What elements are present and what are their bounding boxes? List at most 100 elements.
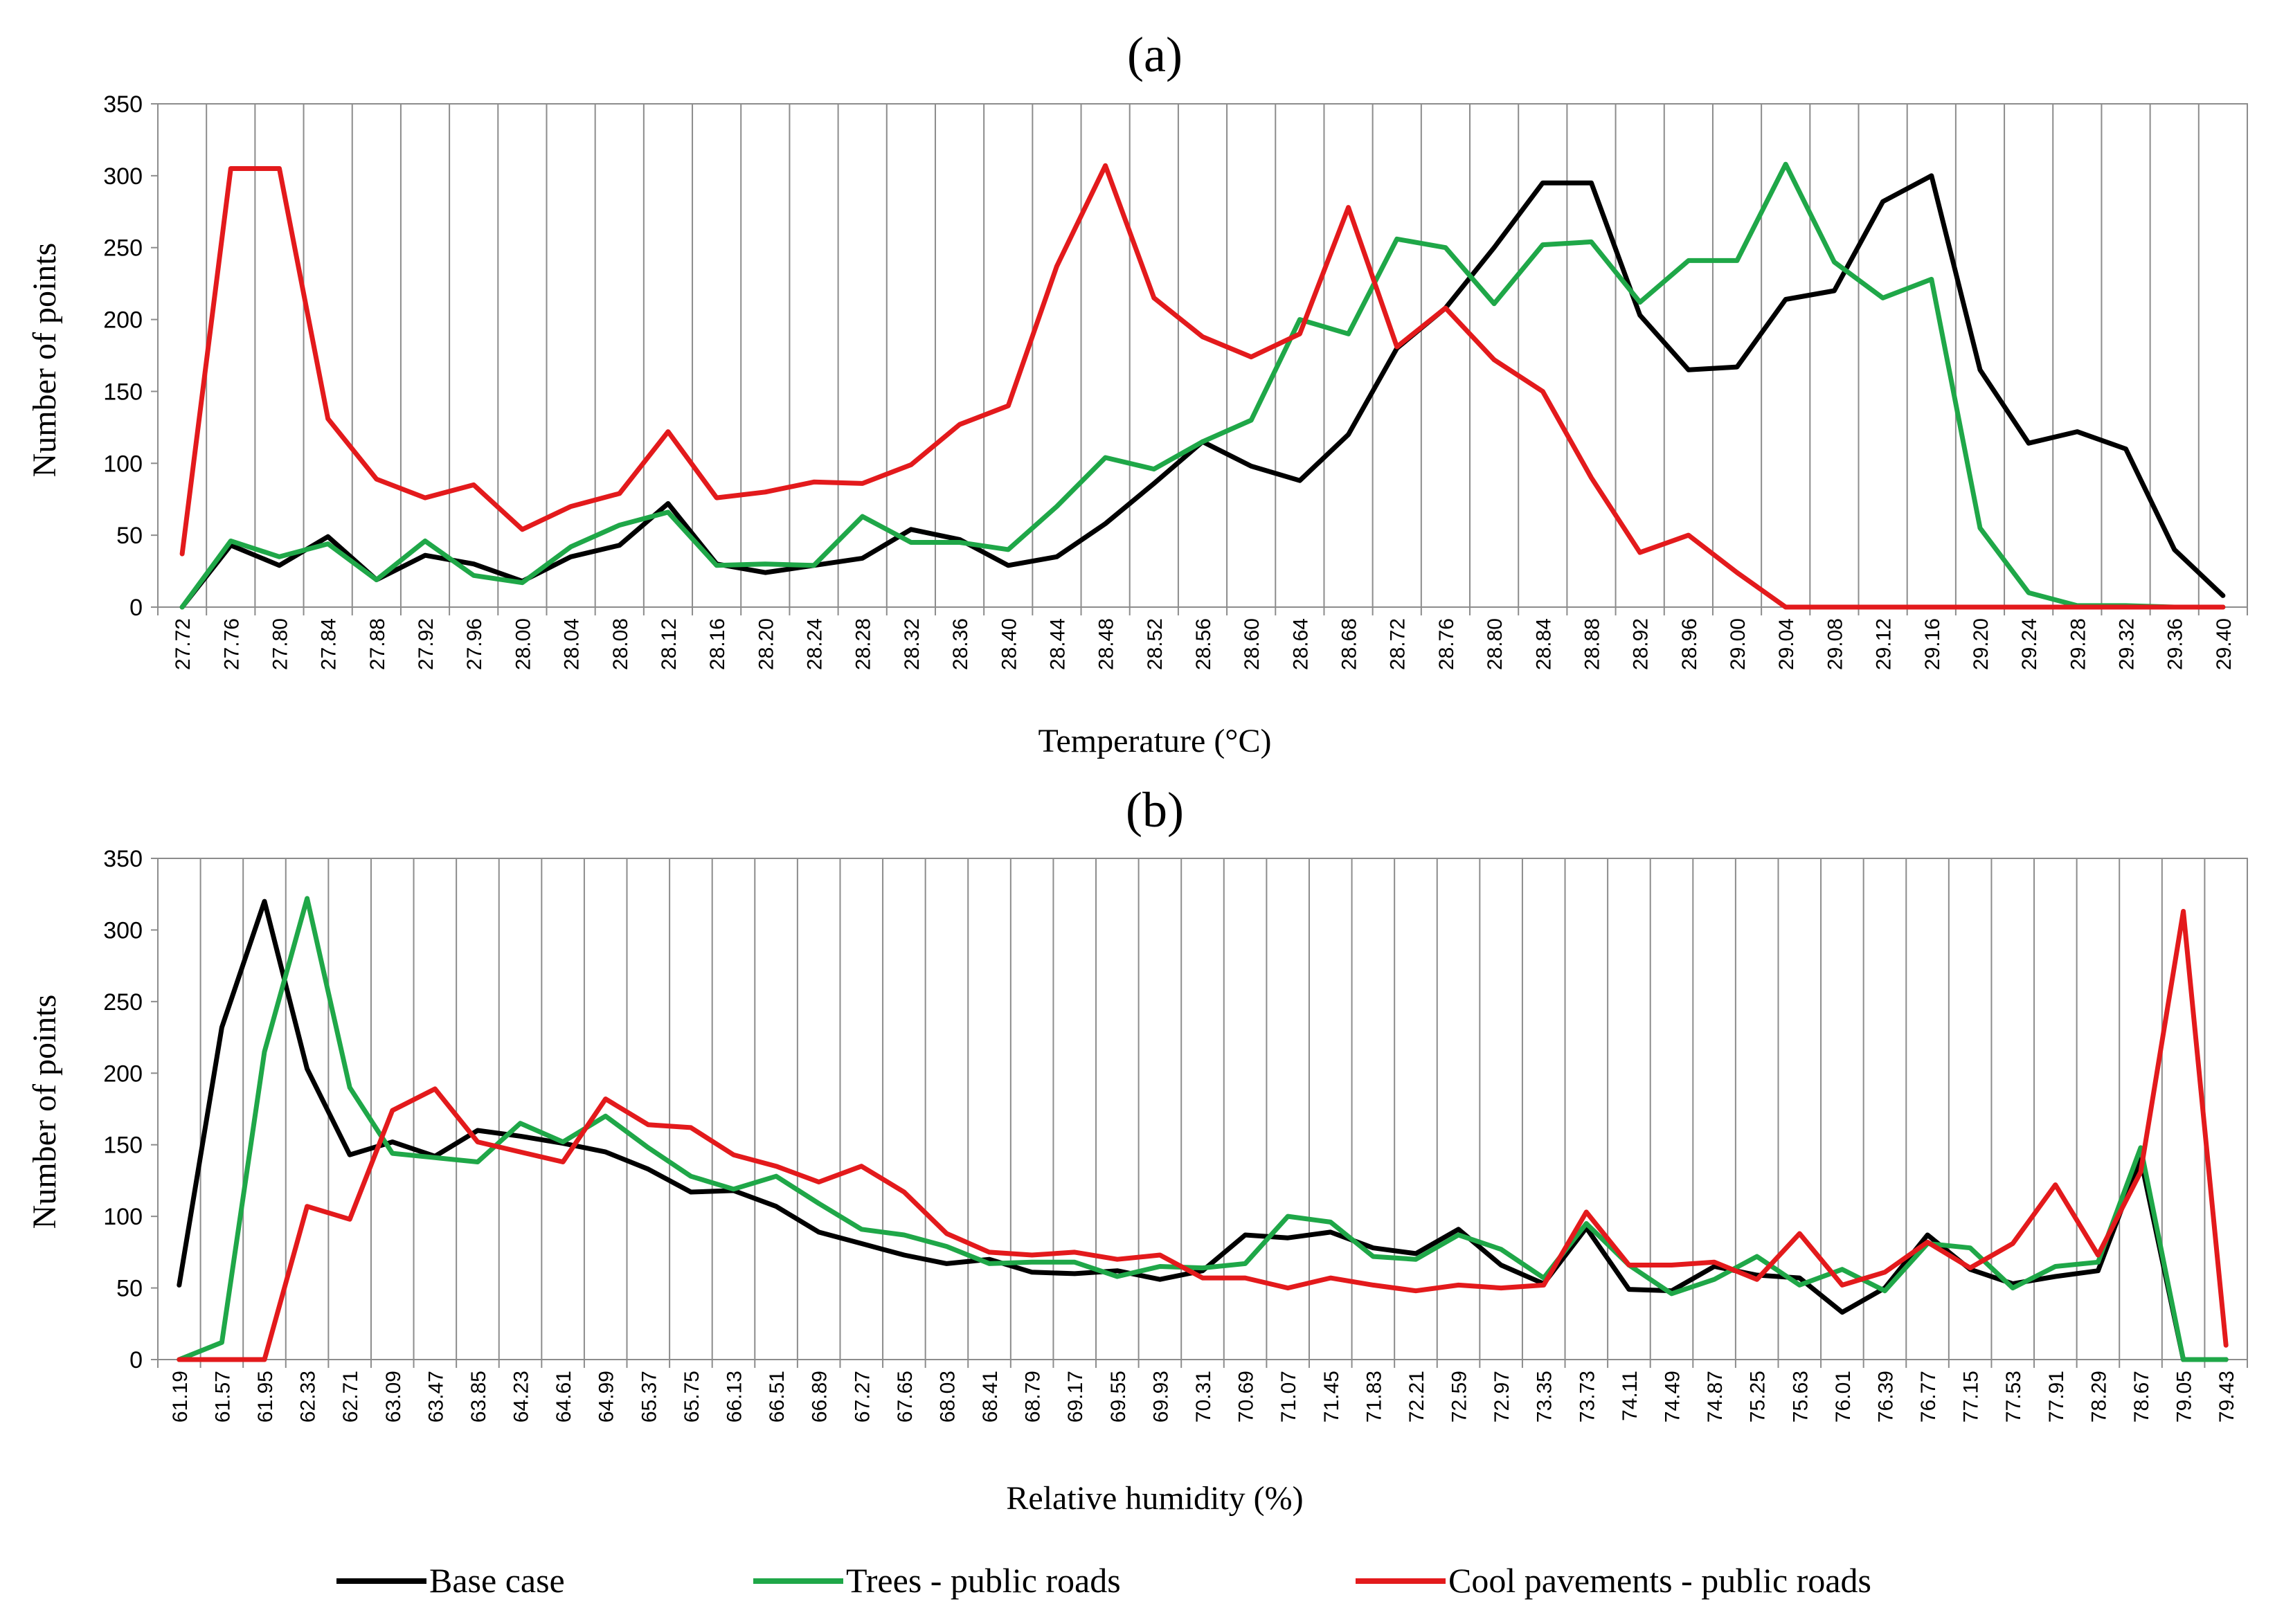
chart-b-x-tick-label: 79.05 <box>2173 1371 2196 1423</box>
chart-b-series <box>177 896 2229 1362</box>
chart-a-title: (a) <box>1127 27 1183 82</box>
chart-b-x-tick-label: 77.53 <box>2002 1371 2025 1423</box>
chart-b-x-tick-label: 65.37 <box>638 1371 660 1423</box>
chart-b-x-tick-label: 66.13 <box>723 1371 746 1423</box>
chart-a-x-tick-label: 28.44 <box>1046 618 1069 670</box>
chart-b-y-tick-label: 250 <box>103 989 143 1016</box>
chart-b-x-tick-label: 65.75 <box>681 1371 703 1423</box>
chart-a-x-tick-label: 28.60 <box>1241 618 1264 670</box>
chart-b-x-tick-label: 77.91 <box>2045 1371 2068 1423</box>
chart-a-x-tick-label: 28.80 <box>1484 618 1507 670</box>
chart-a-x-tick-label: 28.84 <box>1532 618 1555 670</box>
chart-b-x-tick-label: 66.89 <box>809 1371 831 1423</box>
chart-b-gridlines <box>151 858 2248 1368</box>
chart-a-x-tick-label: 29.40 <box>2213 618 2236 670</box>
chart-b-x-axis-label: Relative humidity (%) <box>1006 1480 1303 1517</box>
chart-a-x-tick-label: 29.16 <box>1921 618 1944 670</box>
chart-a-x-tick-label: 28.00 <box>512 618 534 670</box>
chart-a-x-tick-label: 28.96 <box>1678 618 1701 670</box>
chart-a-x-tick-label: 28.76 <box>1435 618 1458 670</box>
chart-a-y-tick-label: 100 <box>103 451 143 477</box>
chart-a-y-tick-label: 0 <box>129 595 143 621</box>
chart-a-x-tick-label: 29.08 <box>1824 618 1846 670</box>
chart-b-series-line-base-case <box>177 899 2229 1362</box>
chart-b-series-line-trees-public-roads <box>177 896 2229 1362</box>
chart-a-y-tick-label: 250 <box>103 235 143 262</box>
chart-a-series-line-trees-public-roads <box>179 161 2226 610</box>
chart-b-x-tick-label: 70.69 <box>1235 1371 1258 1423</box>
chart-b-title: (b) <box>1126 782 1184 838</box>
chart-b-x-tick-label: 61.57 <box>211 1371 234 1423</box>
chart-b-series-line-cool-pavements-public-roads <box>177 909 2229 1362</box>
chart-a-x-tick-label: 28.28 <box>852 618 875 670</box>
chart-b-x-tick-label: 73.35 <box>1534 1371 1556 1423</box>
chart-b-x-tick-label: 78.29 <box>2087 1371 2110 1423</box>
chart-b-x-tick-label: 62.33 <box>297 1371 320 1423</box>
chart-a-x-tick-label: 27.88 <box>366 618 389 670</box>
chart-b-x-tick-label: 76.01 <box>1832 1371 1855 1423</box>
chart-a-x-tick-label: 28.88 <box>1581 618 1603 670</box>
chart-b-x-tick-label: 76.77 <box>1917 1371 1940 1423</box>
chart-b-x-tick-label: 74.11 <box>1619 1371 1642 1421</box>
chart-a-x-tick-label: 27.84 <box>318 618 341 670</box>
chart-a-series-line-cool-pavements-public-roads <box>179 163 2226 610</box>
legend-label-cool-pavements: Cool pavements - public roads <box>1448 1561 1871 1600</box>
chart-a-x-tick-label: 29.04 <box>1775 618 1798 670</box>
chart-a-x-tick-label: 29.20 <box>1970 618 1993 670</box>
chart-b-x-tick-label: 74.87 <box>1704 1371 1727 1423</box>
chart-a-x-tick-label: 28.36 <box>949 618 972 670</box>
legend-label-trees: Trees - public roads <box>846 1561 1121 1600</box>
chart-a-y-tick-label: 350 <box>103 91 143 118</box>
chart-a-y-tick-label: 200 <box>103 307 143 334</box>
chart-b-x-tick-label: 70.31 <box>1192 1371 1215 1423</box>
chart-a-x-tick-label: 28.72 <box>1387 618 1410 670</box>
chart-b-x-tick-labels: 61.19 61.57 61.95 62.33 62.71 63.09 63.47 63.85… <box>169 1371 2238 1423</box>
chart-b-x-tick-label: 66.51 <box>766 1371 789 1423</box>
chart-b-x-tick-label: 75.63 <box>1789 1371 1812 1423</box>
legend: Base case Trees - public roads Cool pave… <box>336 1561 1871 1600</box>
chart-b-x-tick-label: 77.15 <box>1960 1371 1983 1423</box>
chart-b-plot-frame <box>157 858 2248 1360</box>
chart-b-y-tick-label: 150 <box>103 1133 143 1159</box>
chart-a-x-tick-label: 27.96 <box>463 618 486 670</box>
chart-a-series-line-base-case <box>179 173 2226 610</box>
chart-b-x-tick-label: 61.95 <box>254 1371 277 1423</box>
chart-a-x-tick-label: 28.24 <box>804 618 827 670</box>
chart-a-x-tick-label: 28.20 <box>755 618 777 670</box>
chart-a-x-tick-label: 28.16 <box>706 618 729 670</box>
chart-a-y-tick-label: 300 <box>103 163 143 190</box>
chart-a-y-axis-label: Number of points <box>26 243 63 478</box>
chart-b-x-tick-label: 62.71 <box>339 1371 362 1423</box>
chart-a-x-tick-label: 29.28 <box>2067 618 2089 670</box>
chart-a-y-tick-label: 50 <box>116 523 143 549</box>
chart-b-y-tick-label: 50 <box>116 1276 143 1302</box>
chart-a-x-tick-label: 28.40 <box>998 618 1020 670</box>
chart-b-x-tick-label: 63.85 <box>467 1371 490 1423</box>
chart-a-x-tick-label: 27.72 <box>172 618 195 670</box>
chart-a-x-tick-label: 28.04 <box>561 618 584 670</box>
legend-label-base-case: Base case <box>429 1561 565 1600</box>
chart-a-x-tick-label: 28.64 <box>1289 618 1312 670</box>
chart-a-x-tick-label: 28.48 <box>1095 618 1118 670</box>
chart-b-x-tick-label: 74.49 <box>1662 1371 1684 1423</box>
chart-a-x-tick-label: 28.68 <box>1338 618 1361 670</box>
chart-b-x-tick-label: 72.59 <box>1448 1371 1471 1423</box>
chart-b-x-tick-label: 72.21 <box>1405 1371 1428 1423</box>
chart-panel-a: (a) 0 50 100 150 200 250 300 350 27.72 27.76 27.8… <box>26 27 2248 759</box>
chart-a-y-tick-label: 150 <box>103 379 143 405</box>
chart-b-x-tick-label: 72.97 <box>1491 1371 1513 1423</box>
chart-b-x-tick-label: 69.55 <box>1107 1371 1130 1423</box>
chart-b-y-tick-label: 200 <box>103 1061 143 1087</box>
chart-a-x-tick-label: 28.32 <box>901 618 924 670</box>
chart-b-x-tick-label: 64.23 <box>510 1371 533 1423</box>
chart-a-x-tick-label: 29.36 <box>2164 618 2187 670</box>
chart-b-x-tick-label: 68.03 <box>936 1371 959 1423</box>
chart-panel-b: (b) 0 50 100 150 200 250 300 350 61.19 61.57 61.9… <box>26 782 2248 1517</box>
chart-b-x-tick-label: 71.83 <box>1363 1371 1385 1423</box>
chart-b-x-tick-label: 69.93 <box>1149 1371 1172 1423</box>
chart-b-y-tick-labels: 0 50 100 150 200 250 300 350 <box>103 846 143 1373</box>
chart-a-x-tick-label: 29.24 <box>2018 618 2041 670</box>
chart-a-x-axis-label: Temperature (°C) <box>1038 723 1271 759</box>
chart-b-x-tick-label: 64.99 <box>595 1371 618 1423</box>
chart-b-x-tick-label: 71.45 <box>1320 1371 1343 1423</box>
